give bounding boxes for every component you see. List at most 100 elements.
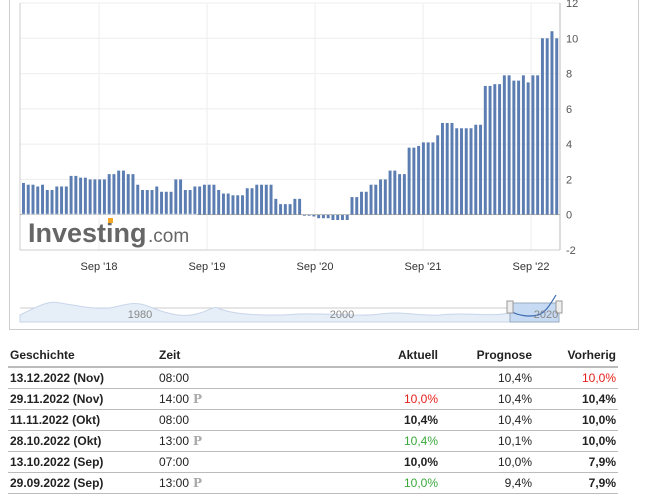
col-zeit[interactable]: Zeit [157,344,304,368]
bar [312,214,316,217]
time-text: 08:00 [159,413,190,427]
forecast-value: 10,4% [440,409,534,431]
bar [426,142,430,215]
navigator-handle-right[interactable] [555,300,563,314]
release-time: 14:00 P [157,388,304,410]
col-vorherig[interactable]: Vorherig [534,344,618,368]
bar [355,197,359,215]
actual-value: 10,0% [303,388,440,410]
bar [126,174,130,215]
bar [217,190,221,215]
bar [550,31,554,215]
bar [460,128,463,215]
bar [369,184,373,215]
y-tick-label: 12 [566,0,578,10]
bar [440,122,444,215]
release-time: 07:00 [157,451,304,473]
previous-value: 10,0% [534,367,618,389]
bar [207,184,211,215]
bar [231,195,235,215]
y-tick-label: 4 [566,139,572,151]
navigator-handle-left[interactable] [506,300,514,314]
x-tick-label: Sep '19 [189,261,226,273]
bar [117,170,121,215]
navigator-label: 2020 [534,309,558,321]
bar [531,75,535,215]
bar [64,186,68,215]
bar [340,214,344,221]
bar [293,198,297,215]
bar [331,214,335,221]
actual-value: 10,4% [303,430,440,452]
bar [526,82,530,215]
actual-value: 10,4% [303,409,440,431]
time-text: 14:00 [159,392,190,406]
history-table: Geschichte Zeit Aktuell Prognose Vorheri… [8,344,618,494]
col-geschichte[interactable]: Geschichte [8,344,157,368]
bar [26,184,30,215]
investing-logo: Investing [28,218,147,248]
logo-accent [108,218,113,223]
bar [417,145,421,215]
bar [474,124,478,215]
preliminary-icon[interactable]: P [193,476,203,490]
table-row: 29.11.2022 (Nov) 14:00 P 10,0% 10,4% 10,4% [8,388,618,410]
bar [521,75,525,215]
y-tick-label: 6 [566,104,572,116]
bar [421,142,425,215]
chart-container [9,0,639,330]
bar [255,184,259,215]
bar [402,174,406,215]
release-time: 13:00 P [157,472,304,494]
navigator-label: 2000 [330,309,354,321]
bar [98,179,102,215]
bar [93,179,97,215]
bar [445,122,449,215]
bar [307,214,311,216]
col-aktuell[interactable]: Aktuell [303,344,440,368]
bar [383,179,387,215]
bar [388,170,392,215]
bar [321,214,325,219]
forecast-value: 10,1% [440,430,534,452]
preliminary-icon[interactable]: P [193,434,203,448]
release-time: 08:00 [157,367,304,389]
bar [393,170,397,215]
previous-value: 10,0% [534,430,618,452]
bar [374,184,378,215]
y-tick-label: 0 [566,210,572,222]
bar [169,191,173,215]
bar [69,175,73,215]
x-tick-label: Sep '18 [81,261,118,273]
bar [455,128,459,215]
preliminary-icon[interactable]: P [193,392,203,406]
bar [540,38,544,215]
bar [407,147,411,215]
table-row: 29.09.2022 (Sep) 13:00 P 10,0% 9,4% 7,9% [8,472,618,494]
bar [479,124,483,215]
bar [450,122,454,215]
previous-value: 7,9% [534,472,618,494]
bar [45,190,49,215]
bar [502,75,506,215]
release-date: 29.09.2022 (Sep) [8,472,157,494]
forecast-value: 10,4% [440,367,534,389]
col-prognose[interactable]: Prognose [440,344,534,368]
bar [22,182,25,215]
inflation-bar-chart: -2 0 2 4 6 8 10 12 Sep '18 Sep '19 Sep '20 Sep '21 S… [19,0,578,323]
bar [183,190,187,215]
navigator-series [19,301,511,323]
investing-logo-suffix: .com [148,226,189,247]
bar [241,195,244,215]
bar [112,174,116,215]
bar [250,188,254,215]
bar [179,179,183,215]
bar [326,214,330,219]
bar [507,75,511,215]
release-date: 11.11.2022 (Okt) [8,409,157,431]
logo-backdrop [22,213,197,218]
bar [512,80,516,215]
y-tick-label: 10 [566,33,578,45]
forecast-value: 9,4% [440,472,534,494]
bar [360,191,363,215]
